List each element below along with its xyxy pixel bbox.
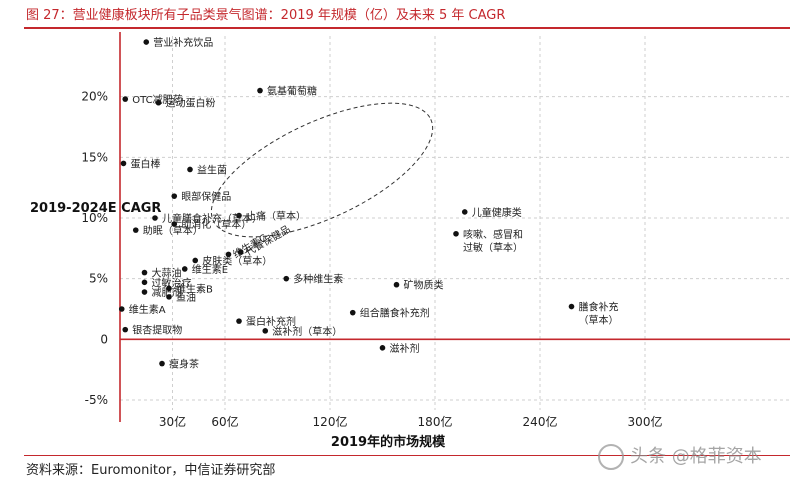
point-label: 滋补剂 [390,342,420,355]
data-point [155,99,162,106]
y-axis-label: 2019-2024E CAGR [30,201,161,216]
x-tick-label: 240亿 [523,414,558,429]
watermark-text: 头条 @格菲资本 [630,446,762,467]
data-point [461,209,468,215]
figure-title: 图 27：营业健康板块所有子品类景气图谱：2019 年规模（亿）及未来 5 年 … [26,8,506,23]
data-point [132,227,139,233]
data-point [187,166,193,173]
point-label: 多种维生素 [293,273,343,286]
point-label: 助眠（草本） [143,224,203,237]
data-point [166,294,172,300]
data-point [141,279,148,286]
point-label: 蛋白棒 [131,157,161,170]
data-point [349,309,356,316]
point-label: 运动蛋白粉 [166,97,216,110]
point-label: OTC减肥药 [132,94,182,106]
point-label: 维生素E [192,263,228,276]
point-label: 减肥剂 [152,286,182,299]
point-label: 助消化（草本） [181,218,251,231]
data-point [393,281,400,288]
y-tick-label: 0 [100,332,108,346]
data-point [141,289,148,295]
point-label: 组合膳食补充剂 [360,307,430,320]
point-label: 过敏治疗 [152,276,192,289]
data-point [120,160,127,167]
point-label: 儿童膳食补充（草本） [162,212,262,225]
point-label: 鱼油 [176,291,196,304]
data-point [262,328,269,334]
point-label: 银杏提取物 [132,324,182,337]
point-label: 儿童健康类 [472,206,522,219]
point-label: 膳食补充（草本） [579,301,619,327]
bottom-rule [24,455,790,456]
x-tick-label: 300亿 [628,414,663,429]
data-point [568,303,575,310]
data-point [122,96,129,102]
x-tick-label: 180亿 [418,414,453,429]
y-tick-label: 15% [81,150,108,164]
x-tick-label: 120亿 [313,414,348,429]
data-point [171,221,178,227]
point-label: 咳嗽、感冒和过敏（草本） [463,228,523,254]
watermark-logo-icon [598,444,624,470]
data-point [257,87,263,94]
data-point [118,306,125,312]
data-point [453,230,459,237]
tick-labels: 30亿 60亿 120亿 180亿 240亿 300亿 -5% 0 5% 10% 15% 20% [81,90,662,429]
axes [119,32,790,422]
title-rule [24,27,790,29]
point-label: 瘦身茶 [169,358,199,371]
data-point [181,266,188,272]
data-point [143,39,150,45]
point-label: 益生菌 [197,163,227,176]
source-note: 资料来源：Euromonitor，中信证券研究部 [26,463,276,478]
data-point [237,249,244,255]
y-tick-label: 5% [89,272,108,286]
point-label: 止痛（草本） [246,210,306,223]
data-point [192,257,199,264]
point-label: 皮肤类（草本） [202,254,272,267]
data-point [236,212,242,219]
point-label: 维生素A [129,303,166,316]
data-point [141,269,148,276]
data-point [283,275,290,282]
data-point [236,318,242,324]
data-point [225,251,232,258]
y-tick-label: -5% [85,393,108,407]
point-label: 大蒜油 [152,267,182,280]
data-point [122,326,129,333]
point-label: 眼部保健品 [181,190,231,203]
highlight-ellipse [210,102,434,238]
x-tick-label: 30亿 [159,414,186,429]
data-point [379,345,386,351]
data-point [159,360,165,367]
y-tick-label: 20% [81,90,108,104]
point-label: 氨基葡萄糖 [267,85,317,98]
grid-lines [120,36,790,410]
watermark: 头条 @格菲资本 [598,442,762,470]
point-label: 维生素B [176,282,213,295]
x-tick-label: 60亿 [211,414,238,429]
x-axis-label: 2019年的市场规模 [331,434,446,450]
point-label: 蛋白补充剂 [246,315,296,328]
y-tick-label: 10% [81,211,108,225]
data-point [152,215,158,221]
point-label: 营业补充饮品 [153,36,213,49]
data-point [171,193,178,199]
data-point [166,285,172,292]
point-label: 滋补剂（草本） [272,325,342,338]
point-label: 矿物质类 [404,279,444,292]
data-points: 营业补充饮品OTC减肥药运动蛋白粉氨基葡萄糖蛋白棒益生菌眼部保健品止痛（草本）儿… [118,36,619,371]
